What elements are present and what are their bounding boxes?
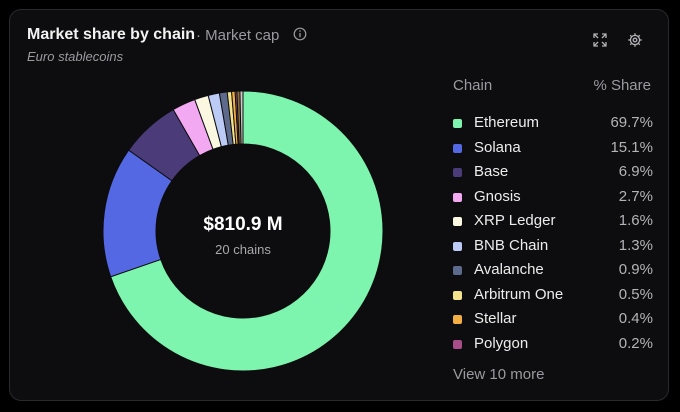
donut-svg [102, 90, 384, 372]
legend-item-arbitrum-one[interactable]: Arbitrum One 0.5% [453, 284, 653, 309]
legend-item-ethereum[interactable]: Ethereum 69.7% [453, 112, 653, 137]
legend-label: Avalanche [474, 261, 544, 278]
legend-swatch [453, 290, 462, 300]
legend-label: Ethereum [474, 114, 540, 131]
legend-value: 0.9% [618, 261, 653, 278]
legend-label: Polygon [474, 334, 529, 352]
legend-value: 0.4% [618, 310, 653, 327]
donut-chart: $810.9 M 20 chains [102, 90, 384, 372]
card-title: Market share by chain [27, 26, 196, 43]
info-icon[interactable] [293, 27, 307, 41]
legend-swatch [453, 168, 462, 177]
legend-value: 2.7% [618, 187, 653, 205]
card-subtitle: Euro stablecoins [27, 49, 124, 64]
legend-swatch [453, 315, 462, 324]
legend-label: Gnosis [474, 187, 521, 205]
legend-swatch [453, 143, 462, 153]
legend-value: 15.1% [610, 138, 653, 156]
legend-value: 1.6% [618, 212, 653, 229]
legend-header-share: % Share [593, 77, 651, 94]
legend-value: 0.2% [618, 334, 653, 352]
legend-label: Stellar [474, 310, 517, 327]
legend-label: BNB Chain [474, 236, 549, 254]
total-market-cap: $810.9 M [203, 214, 283, 235]
legend-swatch [453, 266, 462, 275]
legend-item-gnosis[interactable]: Gnosis 2.7% [453, 186, 653, 211]
legend-swatch [453, 217, 462, 226]
legend-label: XRP Ledger [474, 212, 556, 229]
legend-label: Arbitrum One [474, 285, 564, 303]
legend-swatch [453, 119, 462, 128]
legend-item-xrp-ledger[interactable]: XRP Ledger 1.6% [453, 210, 653, 235]
legend-item-polygon[interactable]: Polygon 0.2% [453, 333, 653, 358]
donut-slice-other[interactable] [239, 90, 244, 145]
expand-icon[interactable] [592, 32, 608, 48]
legend-swatch [453, 192, 462, 202]
legend-value: 69.7% [610, 114, 653, 131]
legend-header-chain: Chain [453, 77, 493, 94]
legend-item-base[interactable]: Base 6.9% [453, 161, 653, 186]
donut-slice-ethereum[interactable] [110, 90, 384, 372]
legend: Ethereum 69.7% Solana 15.1% Base 6.9% Gnosis 2.… [453, 112, 653, 357]
legend-item-solana[interactable]: Solana 15.1% [453, 137, 653, 162]
legend-item-avalanche[interactable]: Avalanche 0.9% [453, 259, 653, 284]
legend-label: Base [474, 163, 509, 180]
legend-value: 6.9% [618, 163, 653, 180]
legend-swatch [453, 339, 462, 349]
metric-label: · Market cap [196, 27, 280, 44]
chart-card: Market share by chain · Market cap Euro … [9, 9, 669, 401]
legend-value: 1.3% [618, 236, 653, 254]
view-more-link[interactable]: View 10 more [453, 366, 545, 383]
legend-label: Solana [474, 138, 521, 156]
legend-item-bnb-chain[interactable]: BNB Chain 1.3% [453, 235, 653, 260]
legend-item-stellar[interactable]: Stellar 0.4% [453, 308, 653, 333]
gear-icon[interactable] [627, 32, 643, 48]
legend-value: 0.5% [618, 285, 653, 303]
legend-swatch [453, 241, 462, 251]
chain-count: 20 chains [215, 242, 271, 257]
